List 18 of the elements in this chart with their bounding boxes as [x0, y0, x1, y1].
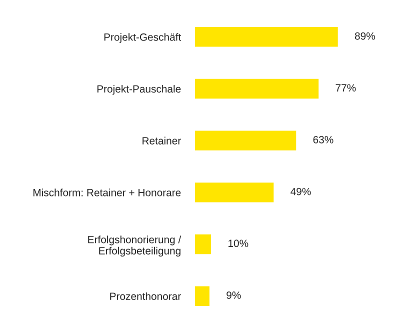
bar — [195, 182, 274, 202]
data-label: 10% — [228, 240, 248, 248]
bar — [195, 27, 338, 47]
bar — [195, 78, 319, 99]
data-label: 89% — [354, 32, 375, 40]
data-label: 9% — [226, 292, 241, 299]
data-label: 77% — [336, 84, 356, 92]
y-tick-label: Erfolgshonorierung / Erfolgsbeteiligung — [88, 236, 182, 257]
data-label: 63% — [313, 136, 334, 144]
y-tick-label: Projekt-Pauschale — [97, 84, 181, 95]
y-tick-label: Prozenthonorar — [110, 292, 181, 300]
y-tick-label: Retainer — [142, 136, 181, 144]
y-tick-label: Mischform: Retainer + Honorare — [33, 188, 181, 196]
bar — [195, 130, 296, 150]
bar — [195, 234, 212, 254]
data-label: 49% — [290, 188, 311, 196]
bar — [195, 286, 210, 306]
y-tick-label: Projekt-Geschäft — [104, 33, 182, 43]
